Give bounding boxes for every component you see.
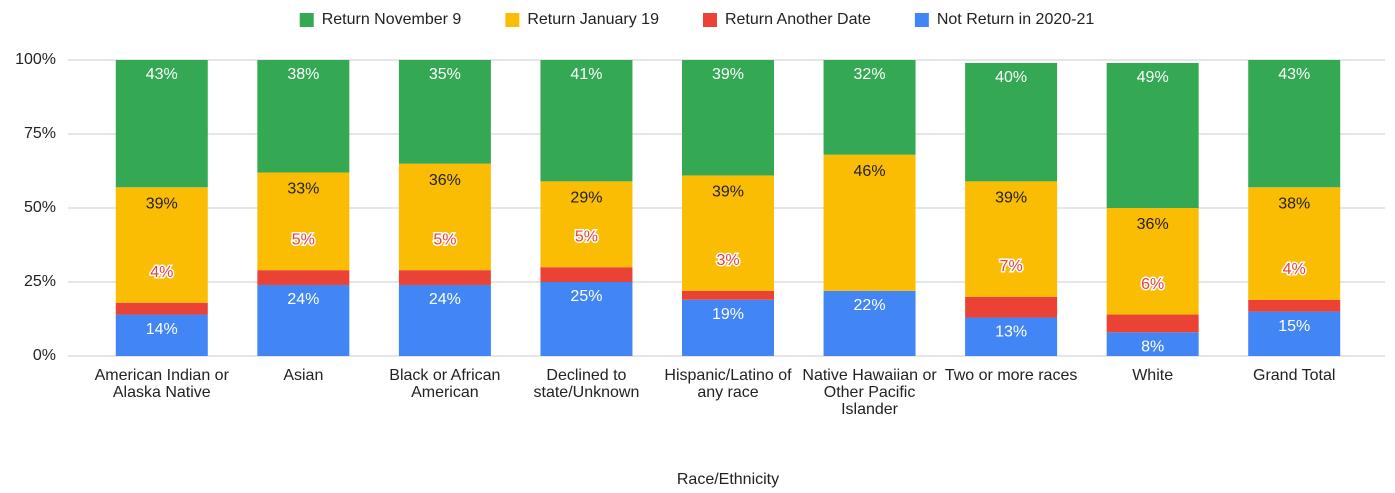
value-label: 29%: [570, 190, 602, 207]
y-tick-label: 100%: [15, 51, 56, 68]
value-label: 5%: [292, 231, 315, 248]
value-label: 19%: [712, 306, 744, 323]
value-label: 46%: [854, 163, 886, 180]
bar-segment: [540, 181, 633, 268]
value-label: 25%: [570, 288, 602, 305]
legend-swatch: [505, 13, 520, 27]
bar-segment: [682, 290, 774, 300]
x-axis-title: Race/Ethnicity: [677, 471, 779, 488]
value-label: 39%: [712, 184, 744, 201]
bar-segment: [398, 163, 491, 271]
legend-label: Return November 9: [322, 11, 462, 28]
value-label: 13%: [995, 324, 1027, 341]
bar-segment: [115, 314, 208, 356]
bar-segment: [1106, 314, 1199, 333]
bar-segment: [1106, 332, 1199, 356]
x-tick-label: Grand Total: [1253, 367, 1336, 384]
value-label: 43%: [146, 66, 178, 83]
x-tick-label: Asian: [283, 367, 324, 384]
value-label: 49%: [1137, 69, 1169, 86]
legend-swatch: [702, 13, 717, 27]
legend-swatch: [914, 13, 929, 27]
bar-segment: [965, 62, 1058, 182]
y-tick-label: 25%: [24, 273, 56, 290]
x-tick-label: White: [1132, 367, 1174, 384]
bar-segment: [540, 60, 633, 182]
legend-label: Not Return in 2020-21: [937, 11, 1095, 28]
value-label: 22%: [854, 297, 886, 314]
value-label: 32%: [854, 66, 886, 83]
value-label: 39%: [712, 66, 744, 83]
value-label: 7%: [1000, 258, 1023, 275]
value-label: 41%: [570, 66, 602, 83]
value-label: 4%: [150, 264, 173, 281]
value-label: 6%: [1141, 276, 1164, 293]
value-label: 15%: [1278, 318, 1310, 335]
bar-segment: [1106, 208, 1199, 315]
x-tick-label: Two or more races: [944, 367, 1078, 384]
bar-segment: [823, 290, 916, 356]
y-tick-label: 0%: [33, 347, 56, 364]
bar-segment: [398, 284, 491, 356]
value-label: 38%: [1278, 195, 1310, 212]
bar-segment: [965, 296, 1058, 318]
legend-swatch: [299, 13, 314, 27]
bar-segment: [1248, 187, 1341, 300]
legend-label: Return January 19: [527, 11, 659, 28]
bar-segment: [1248, 60, 1341, 188]
x-tick-label: Declined to state/Unknown: [533, 367, 640, 401]
bar-segment: [115, 60, 208, 188]
value-label: 35%: [429, 66, 461, 83]
value-label: 8%: [1141, 339, 1164, 356]
bar-segment: [823, 60, 916, 155]
value-label: 36%: [1137, 216, 1169, 233]
value-label: 3%: [716, 252, 739, 269]
y-tick-label: 50%: [24, 199, 56, 216]
x-tick-label: Hispanic/Latino of any race: [664, 367, 792, 401]
value-label: 24%: [429, 291, 461, 308]
value-label: 14%: [146, 321, 178, 338]
bar-segment: [540, 282, 633, 356]
value-label: 40%: [995, 69, 1027, 86]
bar-segment: [965, 181, 1058, 297]
bar-segment: [398, 60, 491, 164]
bar-segment: [965, 317, 1058, 356]
x-tick-label: American Indian or Alaska Native: [94, 367, 229, 401]
value-label: 24%: [287, 291, 319, 308]
value-label: 33%: [287, 181, 319, 198]
bar-segment: [257, 284, 350, 356]
x-tick-label: Native Hawaiian or Other Pacific Islande…: [802, 367, 937, 418]
bar-segment: [115, 187, 208, 303]
value-label: 4%: [1283, 261, 1306, 278]
bar-segment: [257, 270, 350, 285]
bar-segment: [682, 299, 774, 356]
bar-segment: [823, 154, 916, 291]
value-label: 5%: [575, 228, 598, 245]
value-label: 43%: [1278, 66, 1310, 83]
value-label: 39%: [995, 190, 1027, 207]
x-tick-label: Black or African American: [389, 367, 501, 401]
bar-segment: [257, 172, 350, 271]
value-label: 5%: [433, 231, 456, 248]
value-label: 36%: [429, 172, 461, 189]
legend-label: Return Another Date: [725, 11, 871, 28]
value-label: 38%: [287, 66, 319, 83]
bar-segment: [540, 267, 633, 282]
bar-segment: [257, 60, 350, 173]
bar-segment: [398, 270, 491, 285]
value-label: 39%: [146, 195, 178, 212]
bar-segment: [1106, 62, 1199, 209]
bar-segment: [115, 302, 208, 315]
bar-segment: [1248, 311, 1341, 356]
bar-segment: [1248, 299, 1341, 312]
bar-segment: [682, 175, 774, 291]
y-tick-label: 75%: [24, 125, 56, 142]
bar-segment: [682, 60, 774, 176]
